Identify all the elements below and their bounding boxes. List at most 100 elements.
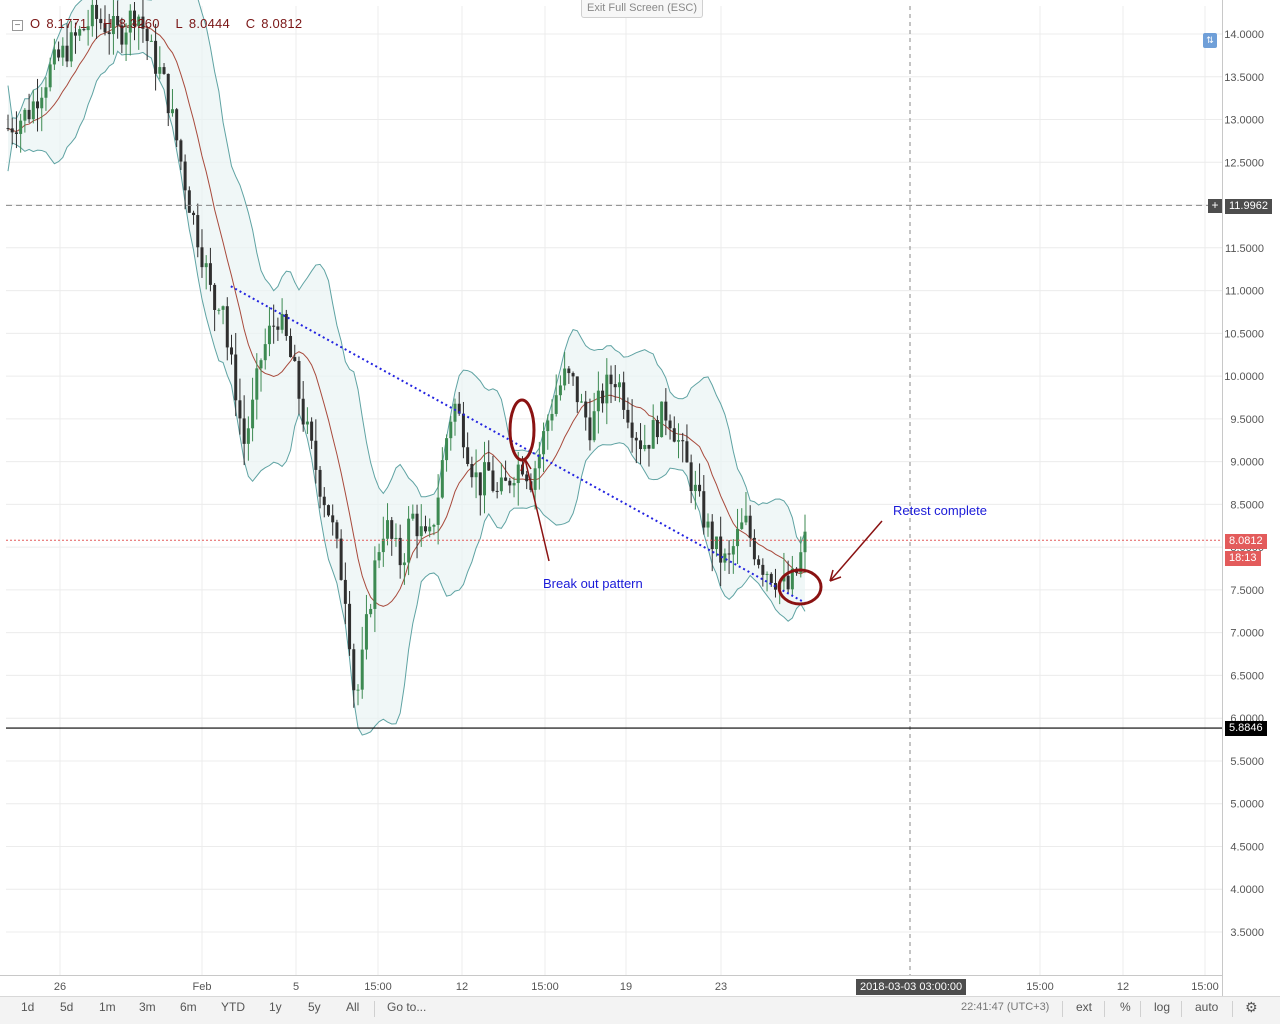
breakout-annotation[interactable]: Break out pattern	[543, 576, 643, 591]
candle-body	[714, 536, 718, 550]
candle	[297, 356, 301, 415]
range-1y[interactable]: 1y	[269, 1000, 282, 1014]
candle	[744, 491, 748, 526]
high-label: H	[103, 16, 113, 31]
candle-body	[449, 421, 453, 439]
auto-scale-toggle[interactable]: auto	[1195, 1000, 1219, 1014]
candle-body	[719, 536, 723, 563]
x-tick-label: 15:00	[364, 981, 392, 993]
range-5d[interactable]: 5d	[60, 1000, 74, 1014]
candle-body	[103, 23, 107, 33]
collapse-legend-icon[interactable]: −	[12, 20, 23, 31]
candle	[255, 353, 259, 420]
y-tick-label: 9.5000	[1230, 414, 1264, 426]
toolbar-divider	[1181, 1001, 1182, 1017]
candle-body	[478, 472, 482, 496]
range-3m[interactable]: 3m	[139, 1000, 156, 1014]
trendline	[230, 285, 806, 604]
candle	[436, 474, 440, 545]
candle-body	[314, 440, 318, 470]
add-alert-icon[interactable]: +	[1208, 199, 1222, 213]
candle	[660, 401, 664, 438]
candle	[305, 407, 309, 434]
candle-body	[790, 568, 794, 590]
retest-annotation[interactable]: Retest complete	[893, 503, 987, 518]
candle	[200, 229, 204, 278]
range-6m[interactable]: 6m	[180, 1000, 197, 1014]
candle-body	[170, 109, 174, 114]
range-ytd[interactable]: YTD	[221, 1000, 245, 1014]
candle	[537, 441, 541, 490]
candle-body	[335, 522, 339, 539]
candle-body	[727, 553, 731, 555]
candle-body	[512, 483, 516, 486]
candle-body	[386, 520, 390, 539]
candle-body	[516, 464, 520, 484]
candle-body	[803, 531, 807, 553]
y-tick-label: 10.5000	[1224, 328, 1264, 340]
candle-body	[415, 513, 419, 537]
candle	[183, 154, 187, 210]
candle	[301, 381, 305, 432]
range-1m[interactable]: 1m	[99, 1000, 116, 1014]
candle	[466, 432, 470, 467]
settings-gear-icon[interactable]: ⚙	[1245, 999, 1258, 1015]
y-tick-label: 5.0000	[1230, 799, 1264, 811]
log-scale-toggle[interactable]: log	[1154, 1000, 1171, 1014]
retest-arrow	[829, 520, 883, 582]
candle-body	[221, 306, 225, 310]
candle	[596, 371, 600, 434]
scale-sort-icon[interactable]: ⇅	[1203, 33, 1217, 48]
candle-body	[672, 428, 676, 442]
candle	[187, 186, 191, 213]
candle-body	[217, 309, 221, 311]
candle	[381, 516, 385, 567]
candle	[512, 476, 516, 498]
goto-date-button[interactable]: Go to...	[387, 1000, 427, 1014]
range-1d[interactable]: 1d	[21, 1000, 35, 1014]
ma-line	[7, 23, 806, 607]
candle	[643, 424, 647, 452]
candle-body	[175, 109, 179, 141]
candle-body	[377, 552, 381, 561]
range-all[interactable]: All	[346, 1000, 360, 1014]
retest-arrowhead	[829, 569, 842, 582]
ext-toggle[interactable]: ext	[1076, 1000, 1093, 1014]
candle-body	[31, 101, 35, 120]
candle-body	[154, 40, 158, 74]
candle-body	[27, 109, 31, 120]
x-tick-label: 15:00	[1191, 981, 1219, 993]
candle	[419, 504, 423, 547]
candle-body	[183, 161, 187, 191]
candle-body	[289, 335, 293, 358]
candle	[386, 503, 390, 546]
percent-scale-toggle[interactable]: %	[1120, 1000, 1131, 1014]
candle-body	[57, 49, 61, 58]
candle	[693, 470, 697, 510]
candle-body	[356, 689, 360, 691]
candle	[411, 504, 415, 521]
candle-body	[748, 515, 752, 538]
candle	[213, 283, 217, 332]
y-tick-label: 6.5000	[1230, 670, 1264, 682]
range-5y[interactable]: 5y	[308, 1000, 321, 1014]
candle	[634, 432, 638, 464]
candle-body	[736, 528, 740, 547]
candle-body	[86, 26, 90, 31]
crosshair-price-tag: 11.9962	[1225, 199, 1272, 214]
clock-display[interactable]: 22:41:47 (UTC+3)	[961, 1001, 1050, 1013]
x-tick-label: 15:00	[531, 981, 559, 993]
y-tick-label: 11.5000	[1225, 243, 1264, 255]
candle	[128, 4, 132, 56]
candle-body	[267, 325, 271, 345]
candle	[499, 463, 503, 495]
candle-body	[234, 354, 238, 401]
candle-body	[276, 326, 280, 330]
candle	[343, 562, 347, 625]
toolbar-divider	[1062, 1001, 1063, 1017]
candle-body	[487, 462, 491, 471]
candle-body	[242, 418, 246, 444]
exit-fullscreen-button[interactable]: Exit Full Screen (ESC)	[581, 0, 703, 18]
candle	[73, 22, 77, 54]
